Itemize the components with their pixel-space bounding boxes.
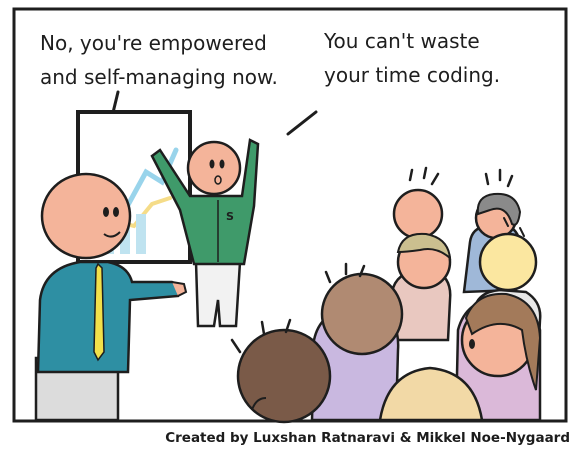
developer-head <box>186 140 242 196</box>
author-credit: Created by Luxshan Ratnaravi & Mikkel No… <box>165 430 570 446</box>
speech-bubble-developer: You can't waste your time coding. <box>324 24 500 92</box>
speech-line: and self-managing now. <box>40 65 278 89</box>
speech-line: your time coding. <box>324 63 501 87</box>
developer-shirt <box>150 138 260 266</box>
crowd-head <box>392 188 444 240</box>
manager-figure <box>34 172 188 422</box>
speech-tail-right <box>286 110 318 136</box>
crowd-head <box>320 272 404 356</box>
manager-tie <box>93 262 105 362</box>
speech-line: No, you're empowered <box>40 31 267 55</box>
crowd <box>230 166 542 424</box>
manager-shirt <box>36 260 181 374</box>
speech-line: You can't waste <box>324 29 480 53</box>
speech-bubble-manager: No, you're empowered and self-managing n… <box>40 26 278 94</box>
svg-text:S: S <box>226 210 234 223</box>
developer-figure: S <box>150 138 260 328</box>
